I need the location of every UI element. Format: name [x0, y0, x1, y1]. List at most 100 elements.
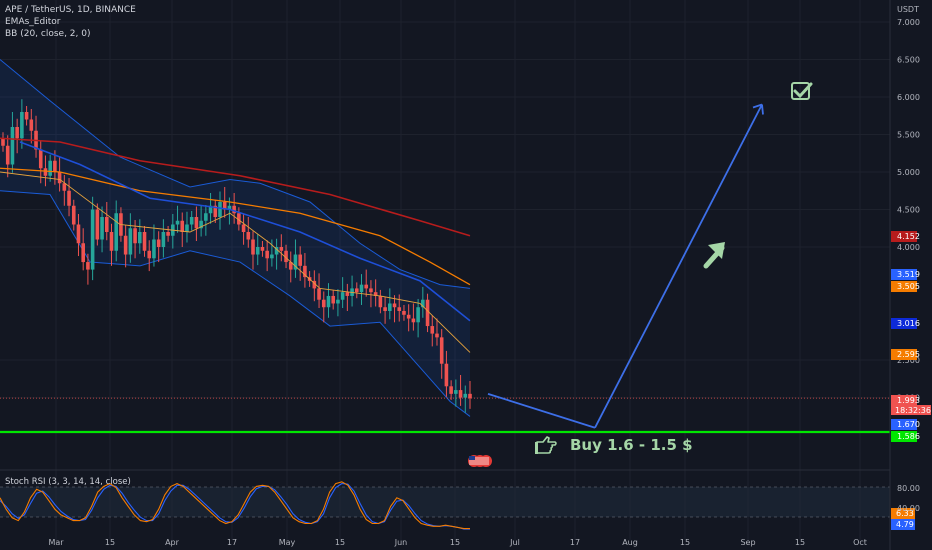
price-badge — [891, 349, 917, 360]
candle-body — [392, 303, 397, 308]
ema-thin-line — [0, 171, 471, 353]
price-tick-label: 6.000 — [897, 93, 920, 102]
price-badge — [891, 269, 917, 280]
projection-down-line — [487, 392, 596, 429]
candle-body — [331, 295, 336, 304]
candle-body — [241, 224, 246, 232]
time-tick-label: 17 — [570, 538, 580, 547]
price-badge-label: 3.016 — [897, 319, 920, 328]
candle-body — [411, 318, 416, 323]
candle-body — [232, 205, 236, 214]
candle-body — [468, 393, 472, 399]
countdown-badge — [891, 405, 931, 415]
candle-body — [265, 250, 269, 259]
stoch-rsi-label[interactable]: Stoch RSI (3, 3, 14, 14, close) — [5, 477, 131, 487]
candle-body — [175, 220, 180, 225]
flag-icon[interactable] — [468, 455, 492, 467]
price-badge — [891, 318, 917, 329]
candle-body — [57, 172, 62, 184]
candle-body — [1, 138, 5, 146]
checkmark-icon — [791, 82, 813, 100]
candle-body — [402, 311, 406, 315]
pointing-hand-icon — [535, 436, 557, 454]
candle-body — [284, 250, 288, 263]
time-tick-label: Jul — [509, 538, 520, 547]
time-tick-label: Oct — [853, 538, 867, 547]
grid-lines — [0, 0, 890, 540]
price-badges: 4.152 3.519 3.505 3.016 2.595 1.993 1.670 1.586… — [891, 231, 931, 530]
bb-indicator-label[interactable]: BB (20, close, 2, 0) — [5, 29, 90, 39]
time-tick-label: Jun — [394, 538, 408, 547]
time-tick-label: 17 — [227, 538, 237, 547]
rsi-k-badge — [891, 508, 915, 519]
candle-body — [29, 119, 34, 131]
price-tick-label: 6.500 — [897, 56, 920, 65]
projection-up-line — [594, 104, 763, 429]
candle-body — [137, 232, 142, 244]
projection-arrows — [487, 103, 764, 429]
price-badge — [891, 231, 917, 242]
candle-body — [194, 217, 199, 229]
candle-body — [397, 307, 402, 312]
rsi-d-badge — [891, 519, 915, 530]
candle-body — [20, 112, 24, 139]
price-badge-label: 3.519 — [897, 270, 920, 279]
rsi-tick-80: 80.00 — [897, 484, 920, 493]
candle-body — [454, 390, 458, 394]
price-tick-label: 7.000 — [897, 18, 920, 27]
price-levels — [0, 397, 890, 434]
time-tick-label: 15 — [105, 538, 115, 547]
candle-body — [185, 224, 189, 232]
stoch-rsi-k-line — [0, 481, 470, 530]
price-tick-label: 4.500 — [897, 206, 920, 215]
candle-body — [369, 288, 373, 293]
candle-body — [48, 160, 52, 176]
rsi-k-label: 6.33 — [896, 509, 914, 518]
candle-body — [43, 168, 48, 176]
price-badge-label: 1.993 — [897, 396, 920, 405]
candle-body — [312, 280, 317, 289]
candle-body — [218, 202, 222, 217]
candle-body — [86, 262, 90, 270]
candle-body — [81, 243, 85, 263]
time-tick-label: 15 — [450, 538, 460, 547]
candle-body — [444, 363, 449, 387]
bb-upper-line — [0, 59, 471, 289]
candle-body — [147, 250, 152, 259]
time-tick-label: 15 — [795, 538, 805, 547]
candle-body — [425, 299, 430, 327]
buy-zone-text: Buy 1.6 - 1.5 $ — [570, 436, 693, 454]
price-badge — [891, 431, 917, 442]
candle-body — [180, 220, 185, 232]
candle-body — [373, 292, 378, 296]
candle-body — [90, 209, 95, 270]
rsi-band — [0, 487, 890, 517]
up-right-arrow-icon — [703, 242, 725, 269]
ema-red-line — [0, 137, 471, 237]
candle-body — [317, 288, 321, 300]
candle-body — [383, 307, 387, 312]
candle-body — [463, 393, 468, 398]
candle-body — [76, 224, 81, 244]
stoch-rsi-lines — [0, 481, 470, 530]
price-tick-label: 5.000 — [897, 168, 920, 177]
ema-blue-line — [19, 141, 471, 322]
time-axis[interactable]: Mar 15 Apr 17 May 15 Jun 15 Jul 17 Aug 15 Sep 15 Oct — [48, 538, 866, 547]
candle-body — [109, 232, 114, 251]
candle-body — [100, 217, 104, 240]
candle-body — [340, 292, 345, 300]
candle-body — [251, 239, 255, 255]
candle-body — [288, 262, 293, 270]
candle-body — [421, 299, 425, 308]
candle-body — [449, 386, 453, 394]
candle-body — [53, 160, 57, 172]
price-badge-label: 2.595 — [897, 350, 920, 359]
ema-orange-line — [0, 167, 471, 286]
candle-body — [345, 292, 350, 296]
candle-body — [204, 213, 208, 221]
ema-indicator-label[interactable]: EMAs_Editor — [5, 17, 61, 27]
symbol-title[interactable]: APE / TetherUS, 1D, BINANCE — [5, 5, 136, 15]
candle-body — [274, 247, 279, 255]
candle-body — [62, 183, 67, 191]
